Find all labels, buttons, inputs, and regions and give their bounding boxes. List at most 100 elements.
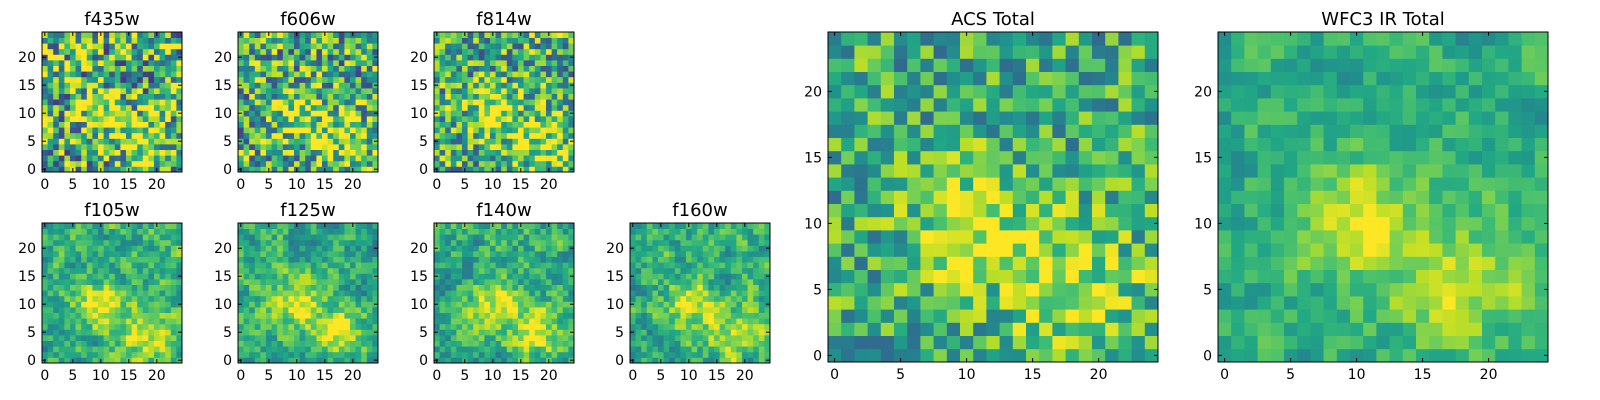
- heatmap-cell: [322, 76, 328, 83]
- heatmap-cell: [64, 251, 71, 257]
- heatmap-cell: [1039, 177, 1053, 191]
- heatmap-cell: [316, 279, 323, 285]
- heatmap-cell: [64, 138, 71, 145]
- heatmap-cell: [551, 60, 558, 66]
- heatmap-cell: [355, 284, 362, 291]
- heatmap-cell: [758, 223, 765, 229]
- heatmap-cell: [238, 160, 244, 167]
- heatmap-cell: [165, 273, 172, 280]
- heatmap-cell: [366, 144, 373, 150]
- heatmap-cell: [131, 307, 138, 313]
- heatmap-cell: [70, 351, 76, 358]
- heatmap-cell: [120, 71, 127, 78]
- heatmap-cell: [344, 43, 351, 50]
- heatmap-cell: [327, 312, 334, 319]
- heatmap-cell: [529, 318, 536, 325]
- heatmap-cell: [841, 216, 855, 231]
- heatmap-cell: [529, 116, 536, 122]
- heatmap-cell: [299, 144, 306, 150]
- heatmap-cell: [154, 155, 160, 162]
- heatmap-cell: [501, 149, 508, 156]
- heatmap-cell: [58, 262, 65, 269]
- heatmap-cell: [462, 138, 468, 145]
- heatmap-cell: [456, 357, 463, 364]
- heatmap-cell: [674, 284, 681, 291]
- heatmap-cell: [159, 273, 166, 280]
- heatmap-cell: [484, 76, 491, 83]
- heatmap-cell: [894, 230, 908, 244]
- heatmap-cell: [506, 71, 513, 78]
- heatmap-cell: [1039, 164, 1053, 178]
- heatmap-cell: [310, 279, 317, 285]
- heatmap-cell: [973, 216, 987, 231]
- heatmap-cell: [327, 262, 334, 269]
- heatmap-cell: [86, 116, 93, 122]
- heatmap-cell: [338, 43, 345, 50]
- heatmap-cell: [58, 127, 65, 134]
- heatmap-cell: [120, 54, 127, 61]
- heatmap-cell: [506, 99, 513, 106]
- heatmap-cell: [53, 88, 60, 94]
- heatmap-cell: [747, 329, 754, 336]
- heatmap-cell: [310, 160, 317, 167]
- heatmap-cell: [523, 273, 530, 280]
- heatmap-cell: [137, 340, 144, 347]
- heatmap-cell: [42, 267, 48, 274]
- heatmap-cell: [142, 138, 149, 145]
- heatmap-cell: [299, 245, 306, 252]
- heatmap-cell: [282, 340, 289, 347]
- heatmap-cell: [450, 76, 457, 83]
- heatmap-cell: [742, 245, 748, 252]
- heatmap-cell: [986, 203, 1000, 218]
- heatmap-cell: [758, 284, 765, 291]
- heatmap-cell: [1012, 335, 1027, 350]
- heatmap-cell: [176, 127, 183, 134]
- heatmap-cell: [103, 138, 110, 145]
- heatmap-cell: [260, 160, 267, 167]
- heatmap-cell: [523, 110, 530, 117]
- heatmap-cell: [562, 251, 569, 257]
- heatmap-cell: [973, 256, 987, 270]
- heatmap-cell: [310, 71, 317, 78]
- heatmap-cell: [327, 357, 334, 364]
- heatmap-cell: [344, 54, 351, 61]
- heatmap-cell: [540, 48, 547, 55]
- heatmap-cell: [238, 323, 244, 330]
- heatmap-cell: [708, 273, 715, 280]
- heatmap-cell: [702, 279, 709, 285]
- heatmap-cell: [540, 166, 547, 173]
- heatmap-cell: [646, 335, 653, 341]
- heatmap-cell: [568, 223, 575, 229]
- heatmap-cell: [635, 290, 642, 297]
- heatmap-cell: [64, 357, 71, 364]
- heatmap-cell: [674, 323, 681, 330]
- heatmap-cell: [327, 245, 334, 252]
- heatmap-cell: [501, 82, 508, 89]
- heatmap-cell: [518, 155, 524, 162]
- heatmap-cell: [841, 150, 855, 165]
- heatmap-cell: [540, 121, 547, 128]
- heatmap-cell: [546, 116, 552, 122]
- heatmap-cell: [271, 93, 278, 100]
- heatmap-cell: [310, 223, 317, 229]
- heatmap-cell: [176, 312, 183, 319]
- heatmap-cell: [288, 239, 295, 246]
- heatmap-cell: [501, 228, 508, 235]
- heatmap-cell: [53, 132, 60, 139]
- heatmap-cell: [434, 43, 440, 50]
- heatmap-cell: [47, 301, 54, 308]
- heatmap-cell: [81, 110, 88, 117]
- heatmap-cell: [344, 104, 351, 111]
- heatmap-cell: [81, 71, 88, 78]
- heatmap-cell: [277, 166, 284, 173]
- heatmap-cell: [42, 93, 48, 100]
- heatmap-cell: [338, 93, 345, 100]
- heatmap-cell: [114, 65, 121, 72]
- heatmap-cell: [445, 32, 452, 38]
- heatmap-cell: [630, 251, 636, 257]
- heatmap-cell: [652, 340, 659, 347]
- heatmap-cell: [920, 269, 934, 284]
- heatmap-cell: [42, 340, 48, 347]
- heatmap-cell: [137, 99, 144, 106]
